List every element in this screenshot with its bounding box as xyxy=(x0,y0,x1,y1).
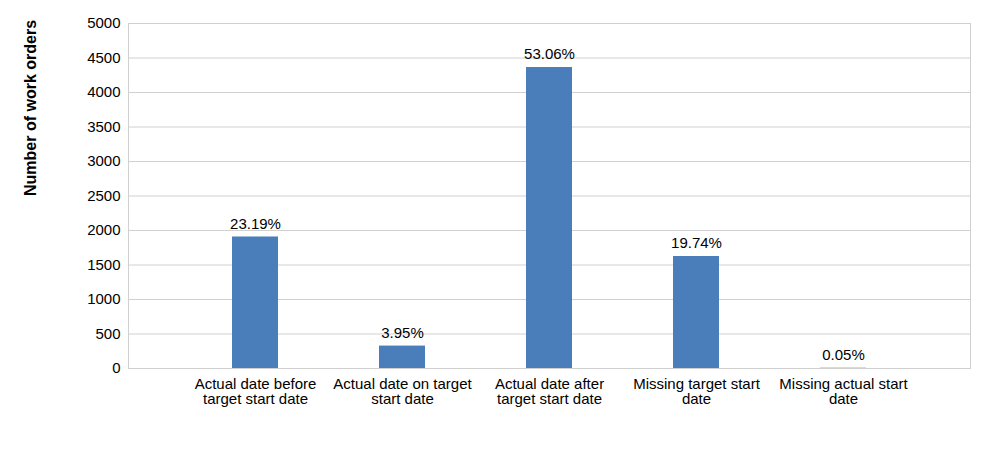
svg-text:Missing actual startdate: Missing actual startdate xyxy=(779,375,908,407)
svg-text:2500: 2500 xyxy=(87,187,120,204)
svg-text:500: 500 xyxy=(95,325,120,342)
svg-text:Actual date on targetstart dat: Actual date on targetstart date xyxy=(333,375,472,407)
svg-text:5000: 5000 xyxy=(87,14,120,31)
svg-text:19.74%: 19.74% xyxy=(671,234,722,251)
svg-text:Missing target startdate: Missing target startdate xyxy=(633,375,761,407)
svg-text:23.19%: 23.19% xyxy=(230,215,281,232)
svg-text:3.95%: 3.95% xyxy=(381,324,424,341)
svg-text:Actual date aftertarget start: Actual date aftertarget start date xyxy=(495,375,604,407)
svg-text:3000: 3000 xyxy=(87,152,120,169)
svg-text:4000: 4000 xyxy=(87,83,120,100)
svg-text:4500: 4500 xyxy=(87,49,120,66)
svg-text:3500: 3500 xyxy=(87,118,120,135)
svg-text:Actual date beforetarget start: Actual date beforetarget start date xyxy=(195,375,317,407)
svg-text:1000: 1000 xyxy=(87,290,120,307)
svg-text:Number of work orders: Number of work orders xyxy=(22,20,39,196)
svg-text:0.05%: 0.05% xyxy=(822,346,865,363)
svg-text:1500: 1500 xyxy=(87,256,120,273)
svg-text:53.06%: 53.06% xyxy=(524,45,575,62)
svg-text:0: 0 xyxy=(112,359,120,376)
svg-text:2000: 2000 xyxy=(87,221,120,238)
